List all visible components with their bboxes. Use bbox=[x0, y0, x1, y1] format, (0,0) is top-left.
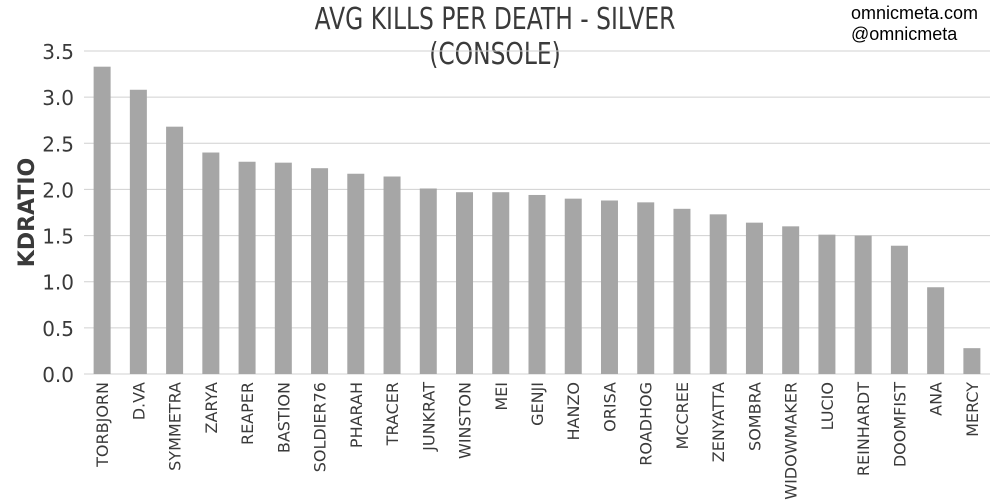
x-tick-label: SOLDIER76 bbox=[311, 382, 330, 472]
bar-d-va bbox=[129, 89, 147, 374]
y-tick-label: 1.0 bbox=[42, 271, 74, 295]
bar-torbjorn bbox=[93, 66, 111, 374]
bar-symmetra bbox=[166, 126, 184, 374]
bar-ana bbox=[927, 287, 945, 374]
y-axis-ticks: 0.0 0.5 1.0 1.5 2.0 2.5 3.0 3.5 bbox=[42, 40, 74, 387]
bar-mccree bbox=[673, 208, 691, 374]
x-tick-label: GENJI bbox=[528, 382, 547, 426]
bar-sombra bbox=[745, 222, 763, 374]
x-tick-label: MEI bbox=[492, 382, 511, 411]
x-tick-label: TRACER bbox=[383, 382, 402, 446]
x-tick-label: MCCREE bbox=[673, 382, 692, 449]
bar-widowmaker bbox=[782, 226, 800, 374]
x-tick-label: WIDOWMAKER bbox=[782, 382, 801, 500]
x-tick-label: ANA bbox=[927, 382, 946, 416]
x-tick-label: MERCY bbox=[963, 382, 982, 437]
bar-orisa bbox=[600, 200, 618, 374]
x-tick-label: JUNKRAT bbox=[419, 382, 438, 452]
y-tick-label: 0.5 bbox=[42, 317, 74, 341]
x-tick-label: PHARAH bbox=[347, 382, 366, 448]
x-tick-label: BASTION bbox=[274, 382, 293, 453]
bar-zarya bbox=[202, 152, 220, 374]
x-tick-label: LUCIO bbox=[818, 382, 837, 430]
x-tick-label: ROADHOG bbox=[637, 382, 656, 466]
bar-hanzo bbox=[564, 198, 582, 374]
x-tick-label: SOMBRA bbox=[745, 382, 764, 451]
bar-mercy bbox=[963, 348, 981, 374]
x-tick-label: SYMMETRA bbox=[166, 382, 185, 471]
bar-roadhog bbox=[637, 202, 655, 374]
y-axis-label: KDRATIO bbox=[15, 158, 40, 267]
bar-genji bbox=[528, 194, 546, 374]
credit-website: omnicmeta.com bbox=[851, 3, 979, 23]
bar-mei bbox=[492, 192, 510, 374]
bars bbox=[93, 66, 981, 374]
chart-title: AVG KILLS PER DEATH - SILVER (CONSOLE) bbox=[314, 2, 676, 72]
x-tick-label: TORBJORN bbox=[93, 382, 112, 468]
x-tick-label: DOOMFIST bbox=[890, 382, 909, 467]
y-tick-label: 3.5 bbox=[42, 40, 74, 64]
x-tick-label: REINHARDT bbox=[854, 382, 873, 476]
x-tick-label: ORISA bbox=[600, 382, 619, 432]
y-tick-label: 1.5 bbox=[42, 225, 74, 249]
x-axis-ticks: TORBJORN D.VA SYMMETRA ZARYA REAPER BASTION SO… bbox=[93, 382, 982, 500]
bar-junkrat bbox=[419, 188, 437, 374]
y-tick-label: 0.0 bbox=[42, 363, 74, 387]
bar-reinhardt bbox=[854, 235, 872, 374]
bar-lucio bbox=[818, 234, 836, 374]
x-tick-label: D.VA bbox=[129, 382, 148, 420]
y-tick-label: 2.0 bbox=[42, 178, 74, 202]
bar-doomfist bbox=[890, 245, 908, 374]
credit-handle: @omnicmeta bbox=[851, 24, 958, 44]
bar-pharah bbox=[347, 173, 365, 374]
y-tick-label: 3.0 bbox=[42, 86, 74, 110]
bar-soldier76 bbox=[311, 168, 329, 374]
bar-zenyatta bbox=[709, 214, 727, 374]
x-tick-label: HANZO bbox=[564, 382, 583, 441]
bar-winston bbox=[456, 192, 474, 374]
bar-reaper bbox=[238, 161, 256, 374]
credits: omnicmeta.com @omnicmeta bbox=[851, 3, 978, 45]
bar-tracer bbox=[383, 176, 401, 374]
bar-bastion bbox=[274, 162, 292, 374]
y-tick-label: 2.5 bbox=[42, 132, 74, 156]
x-tick-label: REAPER bbox=[238, 382, 257, 445]
x-tick-label: WINSTON bbox=[456, 382, 475, 459]
x-tick-label: ZENYATTA bbox=[709, 382, 728, 462]
x-tick-label: ZARYA bbox=[202, 382, 221, 434]
